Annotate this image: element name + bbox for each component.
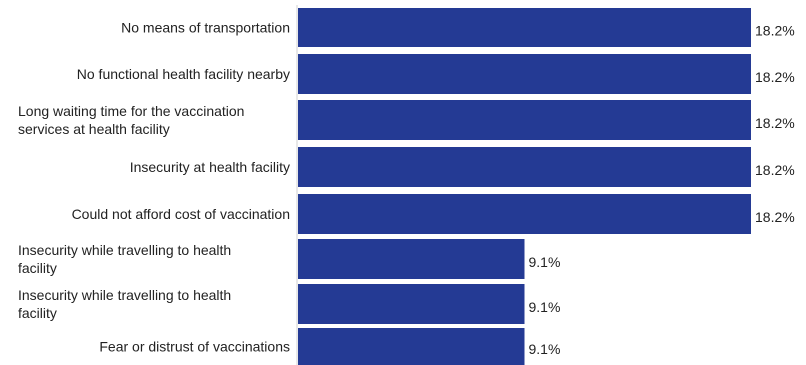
value-label: 18.2%: [755, 162, 795, 178]
category-label: Could not afford cost of vaccination: [72, 206, 290, 222]
category-label: Insecurity while travelling to health fac…: [18, 287, 231, 321]
value-label: 9.1%: [529, 341, 561, 357]
category-label: No means of transportation: [121, 20, 290, 36]
value-label: 18.2%: [755, 115, 795, 131]
category-label: Insecurity while travelling to health fac…: [18, 242, 231, 276]
value-labels-group: 18.2% 18.2% 18.2% 18.2% 18.2% 9.1% 9.1% 9.1%: [529, 22, 795, 357]
value-label: 18.2%: [755, 209, 795, 225]
value-label: 9.1%: [529, 299, 561, 315]
bar: [298, 328, 525, 365]
category-labels-group: No means of transportation No functional …: [18, 20, 290, 355]
bar: [298, 194, 751, 234]
bar: [298, 54, 751, 94]
category-label: Long waiting time for the vaccination ser…: [18, 103, 244, 137]
bar: [298, 147, 751, 187]
bar: [298, 239, 525, 279]
category-label: Fear or distrust of vaccinations: [99, 339, 290, 355]
value-label: 9.1%: [529, 254, 561, 270]
bar: [298, 8, 751, 47]
bars-group: [298, 8, 751, 365]
bar: [298, 100, 751, 140]
value-label: 18.2%: [755, 22, 795, 38]
bar: [298, 284, 525, 324]
value-label: 18.2%: [755, 69, 795, 85]
category-label: Insecurity at health facility: [130, 159, 290, 175]
category-label: No functional health facility nearby: [77, 66, 290, 82]
